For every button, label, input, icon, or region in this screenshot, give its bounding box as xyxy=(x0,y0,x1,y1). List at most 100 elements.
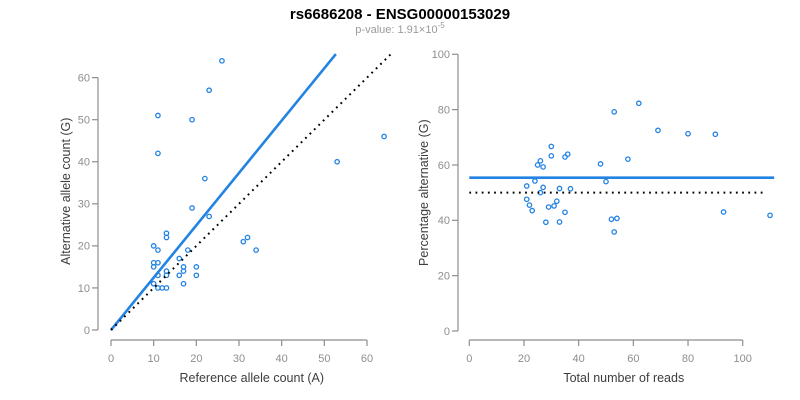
data-point xyxy=(202,175,208,182)
data-point xyxy=(553,198,560,205)
data-point xyxy=(608,216,615,223)
data-point xyxy=(540,184,546,191)
y-tick-label: 60 xyxy=(438,160,450,172)
data-point xyxy=(193,272,200,279)
x-tick-label: 20 xyxy=(190,353,202,365)
y-axis-title: Alternative allele count (G) xyxy=(59,118,73,265)
data-point xyxy=(712,131,719,138)
data-point xyxy=(611,109,618,115)
x-tick-label: 50 xyxy=(318,353,330,365)
data-point xyxy=(150,264,157,270)
data-point xyxy=(545,204,552,210)
x-axis-title: Total number of reads xyxy=(563,371,684,385)
y-tick-label: 20 xyxy=(438,271,450,283)
data-point xyxy=(155,112,161,119)
y-tick-label: 20 xyxy=(78,241,90,253)
data-point xyxy=(556,219,563,225)
data-point xyxy=(240,238,247,245)
data-point xyxy=(219,57,225,64)
y-tick-label: 60 xyxy=(78,72,90,84)
data-point xyxy=(381,133,387,140)
data-point xyxy=(176,255,183,262)
y-tick-label: 0 xyxy=(444,326,450,338)
data-point xyxy=(253,247,259,253)
data-point xyxy=(625,156,631,163)
y-tick-label: 50 xyxy=(78,115,90,127)
data-point xyxy=(193,264,200,270)
x-tick-label: 0 xyxy=(108,353,114,365)
data-point xyxy=(529,207,536,214)
data-point xyxy=(150,243,157,249)
data-point xyxy=(523,196,530,203)
data-point xyxy=(206,213,212,220)
y-tick-label: 30 xyxy=(78,199,90,211)
data-point xyxy=(155,150,161,157)
data-point xyxy=(189,205,195,211)
data-point xyxy=(562,209,568,216)
data-point xyxy=(603,178,609,185)
y-tick-label: 40 xyxy=(78,157,90,169)
x-tick-label: 40 xyxy=(276,353,288,365)
y-tick-label: 100 xyxy=(432,49,450,61)
x-tick-label: 10 xyxy=(148,353,160,365)
data-point xyxy=(180,280,187,287)
identity-line xyxy=(110,53,392,331)
data-point xyxy=(155,247,161,253)
x-tick-label: 40 xyxy=(573,353,585,365)
pvalue-exponent: -5 xyxy=(438,21,446,30)
data-point xyxy=(534,162,541,168)
data-point xyxy=(635,100,642,107)
data-point xyxy=(189,116,195,123)
data-point xyxy=(556,185,563,192)
data-point xyxy=(150,280,157,287)
data-point xyxy=(540,164,546,170)
x-tick-label: 0 xyxy=(466,353,472,365)
data-point xyxy=(206,87,212,94)
y-axis-title: Percentage alternative (G) xyxy=(417,119,431,266)
data-point xyxy=(685,130,691,137)
data-point xyxy=(611,229,618,235)
data-point xyxy=(537,157,544,164)
y-tick-label: 0 xyxy=(84,325,90,337)
data-point xyxy=(334,158,341,165)
data-point xyxy=(176,272,183,279)
data-point xyxy=(767,212,773,219)
figure-title: rs6686208 - ENSG00000153029 xyxy=(290,6,510,23)
figure-subtitle: p-value: 1.91×10-5 xyxy=(355,21,445,36)
data-point xyxy=(163,272,170,279)
x-tick-label: 100 xyxy=(734,353,752,365)
data-point xyxy=(562,154,568,160)
data-point xyxy=(597,161,604,167)
fit-line xyxy=(109,53,337,331)
data-point xyxy=(163,285,170,291)
data-point xyxy=(614,215,620,222)
data-point xyxy=(244,234,251,241)
data-point xyxy=(543,219,549,226)
data-point xyxy=(551,203,557,209)
data-point xyxy=(548,143,555,150)
data-point xyxy=(655,127,661,134)
data-point xyxy=(184,247,191,253)
x-tick-label: 60 xyxy=(361,353,373,365)
x-tick-label: 30 xyxy=(233,353,245,365)
percentage-panel: 0 20 40 60 80 100 0 20 40 60 80 100 Total number of … xyxy=(417,49,775,385)
allele-count-panel: 0 10 20 30 40 50 60 0 10 20 30 40 50 60 Reference alle… xyxy=(59,53,392,385)
data-point xyxy=(526,202,533,208)
x-tick-label: 80 xyxy=(682,353,694,365)
x-tick-label: 20 xyxy=(518,353,530,365)
data-point xyxy=(523,183,530,189)
data-point xyxy=(163,234,170,241)
data-point xyxy=(155,259,161,266)
data-point xyxy=(548,152,555,159)
x-axis-title: Reference allele count (A) xyxy=(180,371,325,385)
data-point xyxy=(532,178,538,184)
y-tick-label: 80 xyxy=(438,104,450,116)
pvalue-text: p-value: 1.91×10 xyxy=(355,24,437,36)
y-tick-label: 40 xyxy=(438,215,450,227)
data-point xyxy=(180,268,187,274)
y-tick-label: 10 xyxy=(78,283,90,295)
data-point xyxy=(567,185,574,192)
x-tick-label: 60 xyxy=(627,353,639,365)
